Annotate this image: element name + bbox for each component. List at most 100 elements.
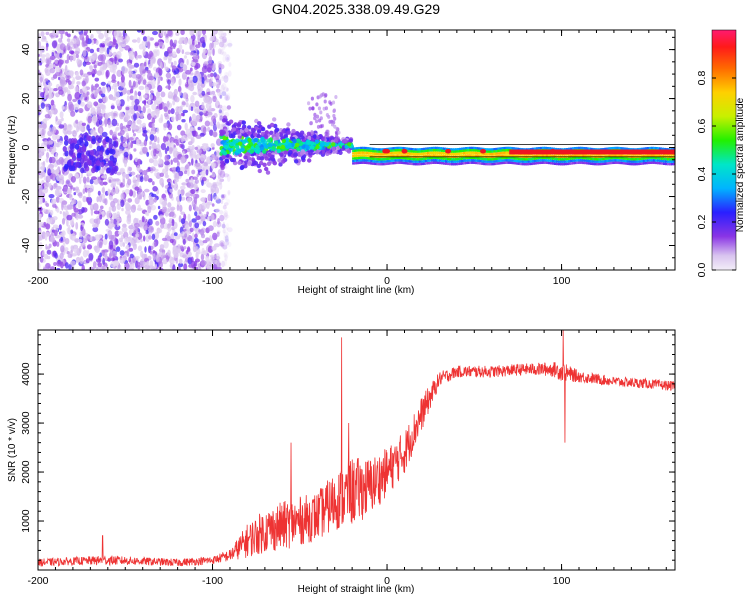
spectrogram-noise-blob bbox=[48, 127, 51, 131]
spectrogram-noise-blob bbox=[225, 94, 229, 101]
spectrogram-noise-blob bbox=[219, 49, 224, 55]
spectrogram-noise-blob bbox=[201, 179, 204, 186]
spectrogram-tone-band bbox=[471, 156, 475, 159]
spectrogram-transition-blob bbox=[311, 137, 315, 142]
spectrogram-noise-blob bbox=[173, 88, 178, 96]
spectrogram-tone-band bbox=[545, 154, 549, 157]
spectrogram-noise-blob bbox=[93, 179, 99, 185]
spectrogram-tone-band bbox=[535, 154, 539, 157]
spectrogram-tone-band bbox=[541, 154, 545, 157]
spectrogram-noise-blob bbox=[128, 247, 134, 252]
spectrogram-noise-blob bbox=[165, 172, 169, 179]
spectrogram-noise-blob bbox=[172, 264, 176, 270]
spectrogram-tone-band bbox=[668, 158, 672, 161]
spectrogram-tone-band bbox=[430, 159, 434, 162]
spectrogram-noise-blob bbox=[211, 172, 216, 178]
spectrogram-noise-blob bbox=[38, 234, 41, 242]
spectrogram-noise-blob bbox=[189, 30, 195, 37]
spectrogram-noise-blob bbox=[139, 112, 144, 119]
spectrogram-tone-band bbox=[654, 159, 658, 162]
spectrogram-noise-blob bbox=[144, 61, 147, 67]
spectrogram-tone-band bbox=[630, 160, 634, 163]
spectrogram-tone-band bbox=[652, 159, 656, 162]
spectrogram-noise-blob bbox=[43, 221, 46, 226]
spectrogram-tone-band bbox=[380, 150, 384, 153]
spectrogram-tone-band bbox=[525, 160, 529, 163]
spectrogram-tone-band bbox=[495, 150, 499, 153]
spectrogram-transition-blob bbox=[313, 112, 317, 117]
spectrogram-noise-blob bbox=[192, 176, 198, 180]
spectrogram-tone-band bbox=[594, 158, 598, 161]
spectrogram-noise-blob bbox=[220, 242, 224, 247]
spectrogram-noise-blob bbox=[40, 148, 47, 152]
spectrogram-transition-blob bbox=[256, 163, 261, 169]
spectrogram-transition-blob bbox=[240, 147, 245, 152]
spectrogram-noise-blob bbox=[145, 66, 149, 71]
spectrogram-noise-blob bbox=[175, 251, 179, 258]
spectrogram-noise-blob bbox=[67, 224, 71, 232]
spectrogram-noise-blob bbox=[73, 207, 79, 213]
spectrogram-tone-band bbox=[430, 161, 434, 164]
spectrogram-transition-blob bbox=[337, 130, 341, 135]
spectrogram-tone-band bbox=[416, 163, 420, 166]
spectrogram-transition-blob bbox=[331, 100, 336, 105]
spectrogram-noise-blob bbox=[50, 198, 57, 205]
spectrogram-tone-band bbox=[537, 147, 541, 150]
spectrogram-noise-blob bbox=[96, 266, 99, 270]
spectrogram-transition-blob bbox=[226, 105, 232, 110]
spectrogram-tone-band bbox=[414, 152, 418, 156]
spectrogram-tone-band bbox=[549, 159, 553, 162]
spectrogram-tone-band bbox=[396, 159, 400, 162]
spectrogram-tone-band bbox=[457, 148, 461, 151]
spectrogram-noise-blob bbox=[120, 135, 124, 143]
spectrogram-tone-band bbox=[388, 147, 392, 150]
spectrogram-noise-blob bbox=[89, 149, 95, 156]
spectrogram-tone-band bbox=[596, 148, 600, 151]
spectrogram-transition-blob bbox=[264, 130, 269, 135]
spectrogram-tone-band bbox=[426, 157, 430, 160]
spectrogram-noise-blob bbox=[47, 168, 51, 176]
spectrogram-tone-band bbox=[366, 151, 370, 155]
spectrogram-noise-blob bbox=[129, 253, 134, 259]
spectrogram-transition-blob bbox=[318, 118, 322, 123]
spectrogram-tone-band bbox=[588, 147, 592, 150]
spectrogram-tone-band bbox=[491, 158, 495, 161]
snr-series-line bbox=[38, 330, 675, 568]
spectrogram-noise-blob bbox=[212, 47, 215, 56]
spectrogram-noise-blob bbox=[59, 43, 66, 51]
spectrogram-tone-band bbox=[578, 146, 582, 150]
spectrogram-tone-band bbox=[459, 155, 463, 158]
spectrogram-noise-blob bbox=[81, 146, 87, 153]
spectrogram-noise-blob bbox=[66, 219, 69, 227]
spectrogram-noise-blob bbox=[85, 61, 91, 65]
spectrogram-tone-band bbox=[358, 151, 362, 154]
spectrogram-tone-band bbox=[642, 159, 646, 163]
spectrogram-tone-band bbox=[354, 147, 358, 150]
spectrogram-tone-band bbox=[457, 157, 461, 161]
spectrogram-tone-band bbox=[598, 158, 602, 161]
spectrogram-tone-band bbox=[505, 161, 509, 164]
spectrogram-tone-band bbox=[447, 162, 451, 166]
spectrogram-noise-blob bbox=[91, 156, 96, 163]
spectrogram-tone-band bbox=[501, 154, 505, 157]
spectrogram-transition-blob bbox=[253, 161, 259, 166]
spectrogram-noise-blob bbox=[122, 143, 128, 148]
spectrogram-tone-band bbox=[420, 160, 424, 163]
spectrogram-noise-blob bbox=[100, 47, 106, 52]
spectrogram-tone-band bbox=[418, 158, 422, 161]
spectrogram-noise-blob bbox=[147, 98, 151, 105]
spectrogram-noise-blob bbox=[219, 94, 223, 99]
spectrogram-tone-band bbox=[352, 149, 356, 153]
spectrogram-noise-blob bbox=[170, 141, 175, 150]
spectrogram-tone-band bbox=[618, 156, 622, 160]
spectrogram-tone-band bbox=[662, 162, 666, 165]
spectrogram-noise-blob bbox=[220, 33, 224, 38]
spectrogram-tone-band bbox=[509, 161, 513, 164]
spectrogram-tone-band bbox=[586, 162, 590, 165]
spectrogram-noise-blob bbox=[133, 113, 137, 121]
spectrogram-transition-blob bbox=[229, 157, 235, 163]
spectrogram-tone-band bbox=[402, 159, 406, 162]
spectrogram-tone-band bbox=[628, 162, 632, 166]
spectrogram-noise-blob bbox=[125, 173, 130, 180]
spectrogram-noise-blob bbox=[222, 105, 227, 111]
